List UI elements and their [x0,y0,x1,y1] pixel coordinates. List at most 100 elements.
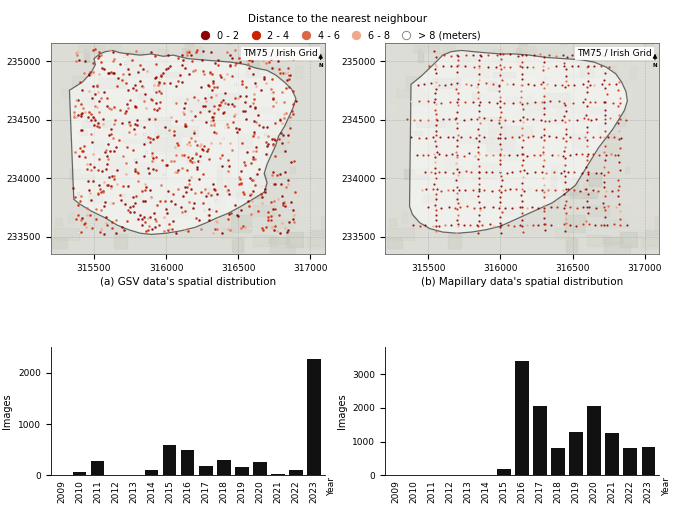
Bar [589,173,601,185]
Bar [78,131,87,135]
X-axis label: (a) GSV data's spatial distribution: (a) GSV data's spatial distribution [99,277,276,287]
Bar [272,134,281,138]
Bar [101,54,124,63]
Bar [217,169,222,186]
Bar [320,216,327,230]
Bar [620,233,637,247]
Bar [588,205,609,216]
Bar [255,47,274,55]
Bar [437,53,462,62]
Bar [422,195,436,202]
Bar [404,170,429,179]
Bar [624,95,631,103]
Bar [226,35,233,44]
Bar [389,218,396,226]
Bar [406,76,421,90]
Bar [565,215,585,231]
Bar [179,125,189,131]
Legend: 0 - 2, 2 - 4, 4 - 6, 6 - 8, > 8 (meters): 0 - 2, 2 - 4, 4 - 6, 6 - 8, > 8 (meters) [191,27,485,44]
Bar [128,51,143,60]
Bar [387,104,396,112]
Bar [285,233,303,247]
Bar [159,224,169,239]
Bar [232,74,249,78]
Bar [138,162,166,179]
Bar [82,122,110,127]
Bar [623,448,637,475]
Text: Year: Year [662,477,671,496]
Bar [99,156,124,170]
Bar [462,51,477,60]
Bar [150,54,162,69]
Bar [268,237,289,243]
Bar [172,97,197,103]
Bar [589,47,608,55]
Bar [570,192,597,198]
Bar [550,191,558,207]
Bar [227,178,243,195]
Bar [415,80,432,86]
Bar [410,91,427,105]
Bar [62,89,77,97]
Bar [153,81,162,91]
Bar [452,112,459,129]
Bar [72,76,87,90]
Bar [267,220,292,227]
Bar [118,112,125,129]
Bar [606,144,619,152]
Bar [276,110,291,126]
Bar [270,244,295,254]
Bar [543,92,570,106]
Bar [461,63,489,77]
Bar [418,49,423,62]
Bar [552,169,556,186]
Bar [469,189,476,199]
Bar [415,155,442,173]
Bar [81,80,97,86]
Bar [642,238,668,246]
Bar [551,164,564,180]
Bar [308,41,319,45]
Bar [109,41,121,57]
Bar [555,228,569,239]
Bar [185,46,202,54]
Bar [70,170,94,179]
Bar [216,164,230,180]
Bar [55,218,62,226]
Bar [656,53,665,58]
Bar [580,60,594,77]
Bar [272,83,298,99]
Bar [306,232,325,249]
Bar [606,134,614,138]
Bar [120,166,129,181]
Bar [181,450,195,475]
Bar [88,48,105,52]
Bar [446,118,474,133]
Bar [188,102,212,111]
Bar [144,189,151,203]
Bar [215,111,230,123]
Bar [436,54,458,63]
Bar [238,134,251,149]
Bar [566,74,584,78]
Bar [66,133,79,137]
Bar [73,472,87,475]
Bar [312,160,331,165]
Bar [158,46,187,52]
Bar [121,194,129,204]
Bar [263,125,275,135]
Bar [549,111,564,123]
Bar [460,122,487,137]
Bar [455,194,463,204]
Bar [387,238,402,248]
Bar [235,467,249,475]
Bar [518,110,541,115]
Bar [484,54,496,69]
Polygon shape [410,51,627,233]
Bar [78,45,105,52]
Bar [606,83,632,99]
Bar [183,75,205,90]
Bar [253,235,276,245]
Bar [308,238,334,246]
Bar [542,188,558,196]
